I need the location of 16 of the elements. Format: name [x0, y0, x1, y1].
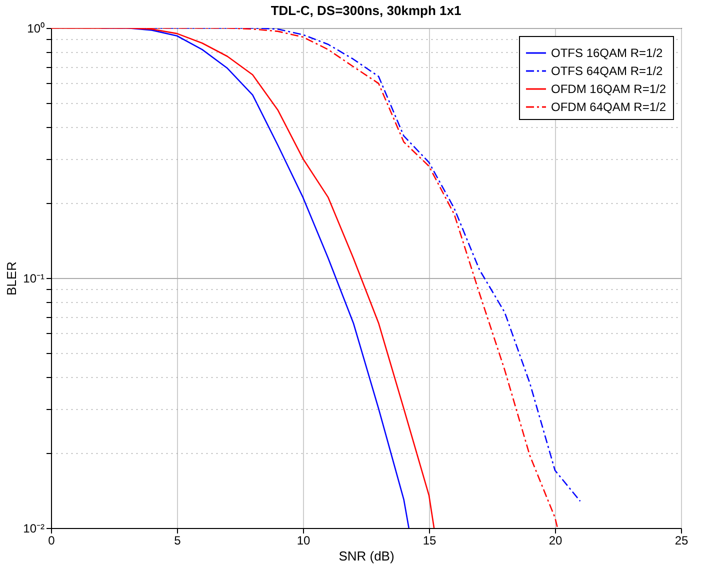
x-tick-label: 15	[422, 534, 436, 548]
x-axis-title: SNR (dB)	[338, 548, 394, 564]
y-axis-title: BLER	[4, 262, 20, 296]
legend-label: OFDM 16QAM R=1/2	[551, 82, 666, 96]
legend-label: OFDM 64QAM R=1/2	[551, 100, 666, 114]
x-tick-label: 20	[548, 534, 562, 548]
y-tick-label: 10⁻¹	[23, 272, 45, 286]
x-tick-label: 5	[174, 534, 182, 548]
y-tick-label: 10⁻²	[23, 522, 45, 536]
legend-label: OTFS 16QAM R=1/2	[551, 46, 664, 60]
x-tick-label: 10	[296, 534, 310, 548]
y-tick-label: 10⁰	[27, 22, 44, 36]
x-tick-label: 0	[48, 534, 56, 548]
x-tick-label: 25	[674, 534, 688, 548]
chart-title: TDL-C, DS=300ns, 30kmph 1x1	[270, 3, 462, 18]
legend-label: OTFS 64QAM R=1/2	[551, 64, 664, 78]
